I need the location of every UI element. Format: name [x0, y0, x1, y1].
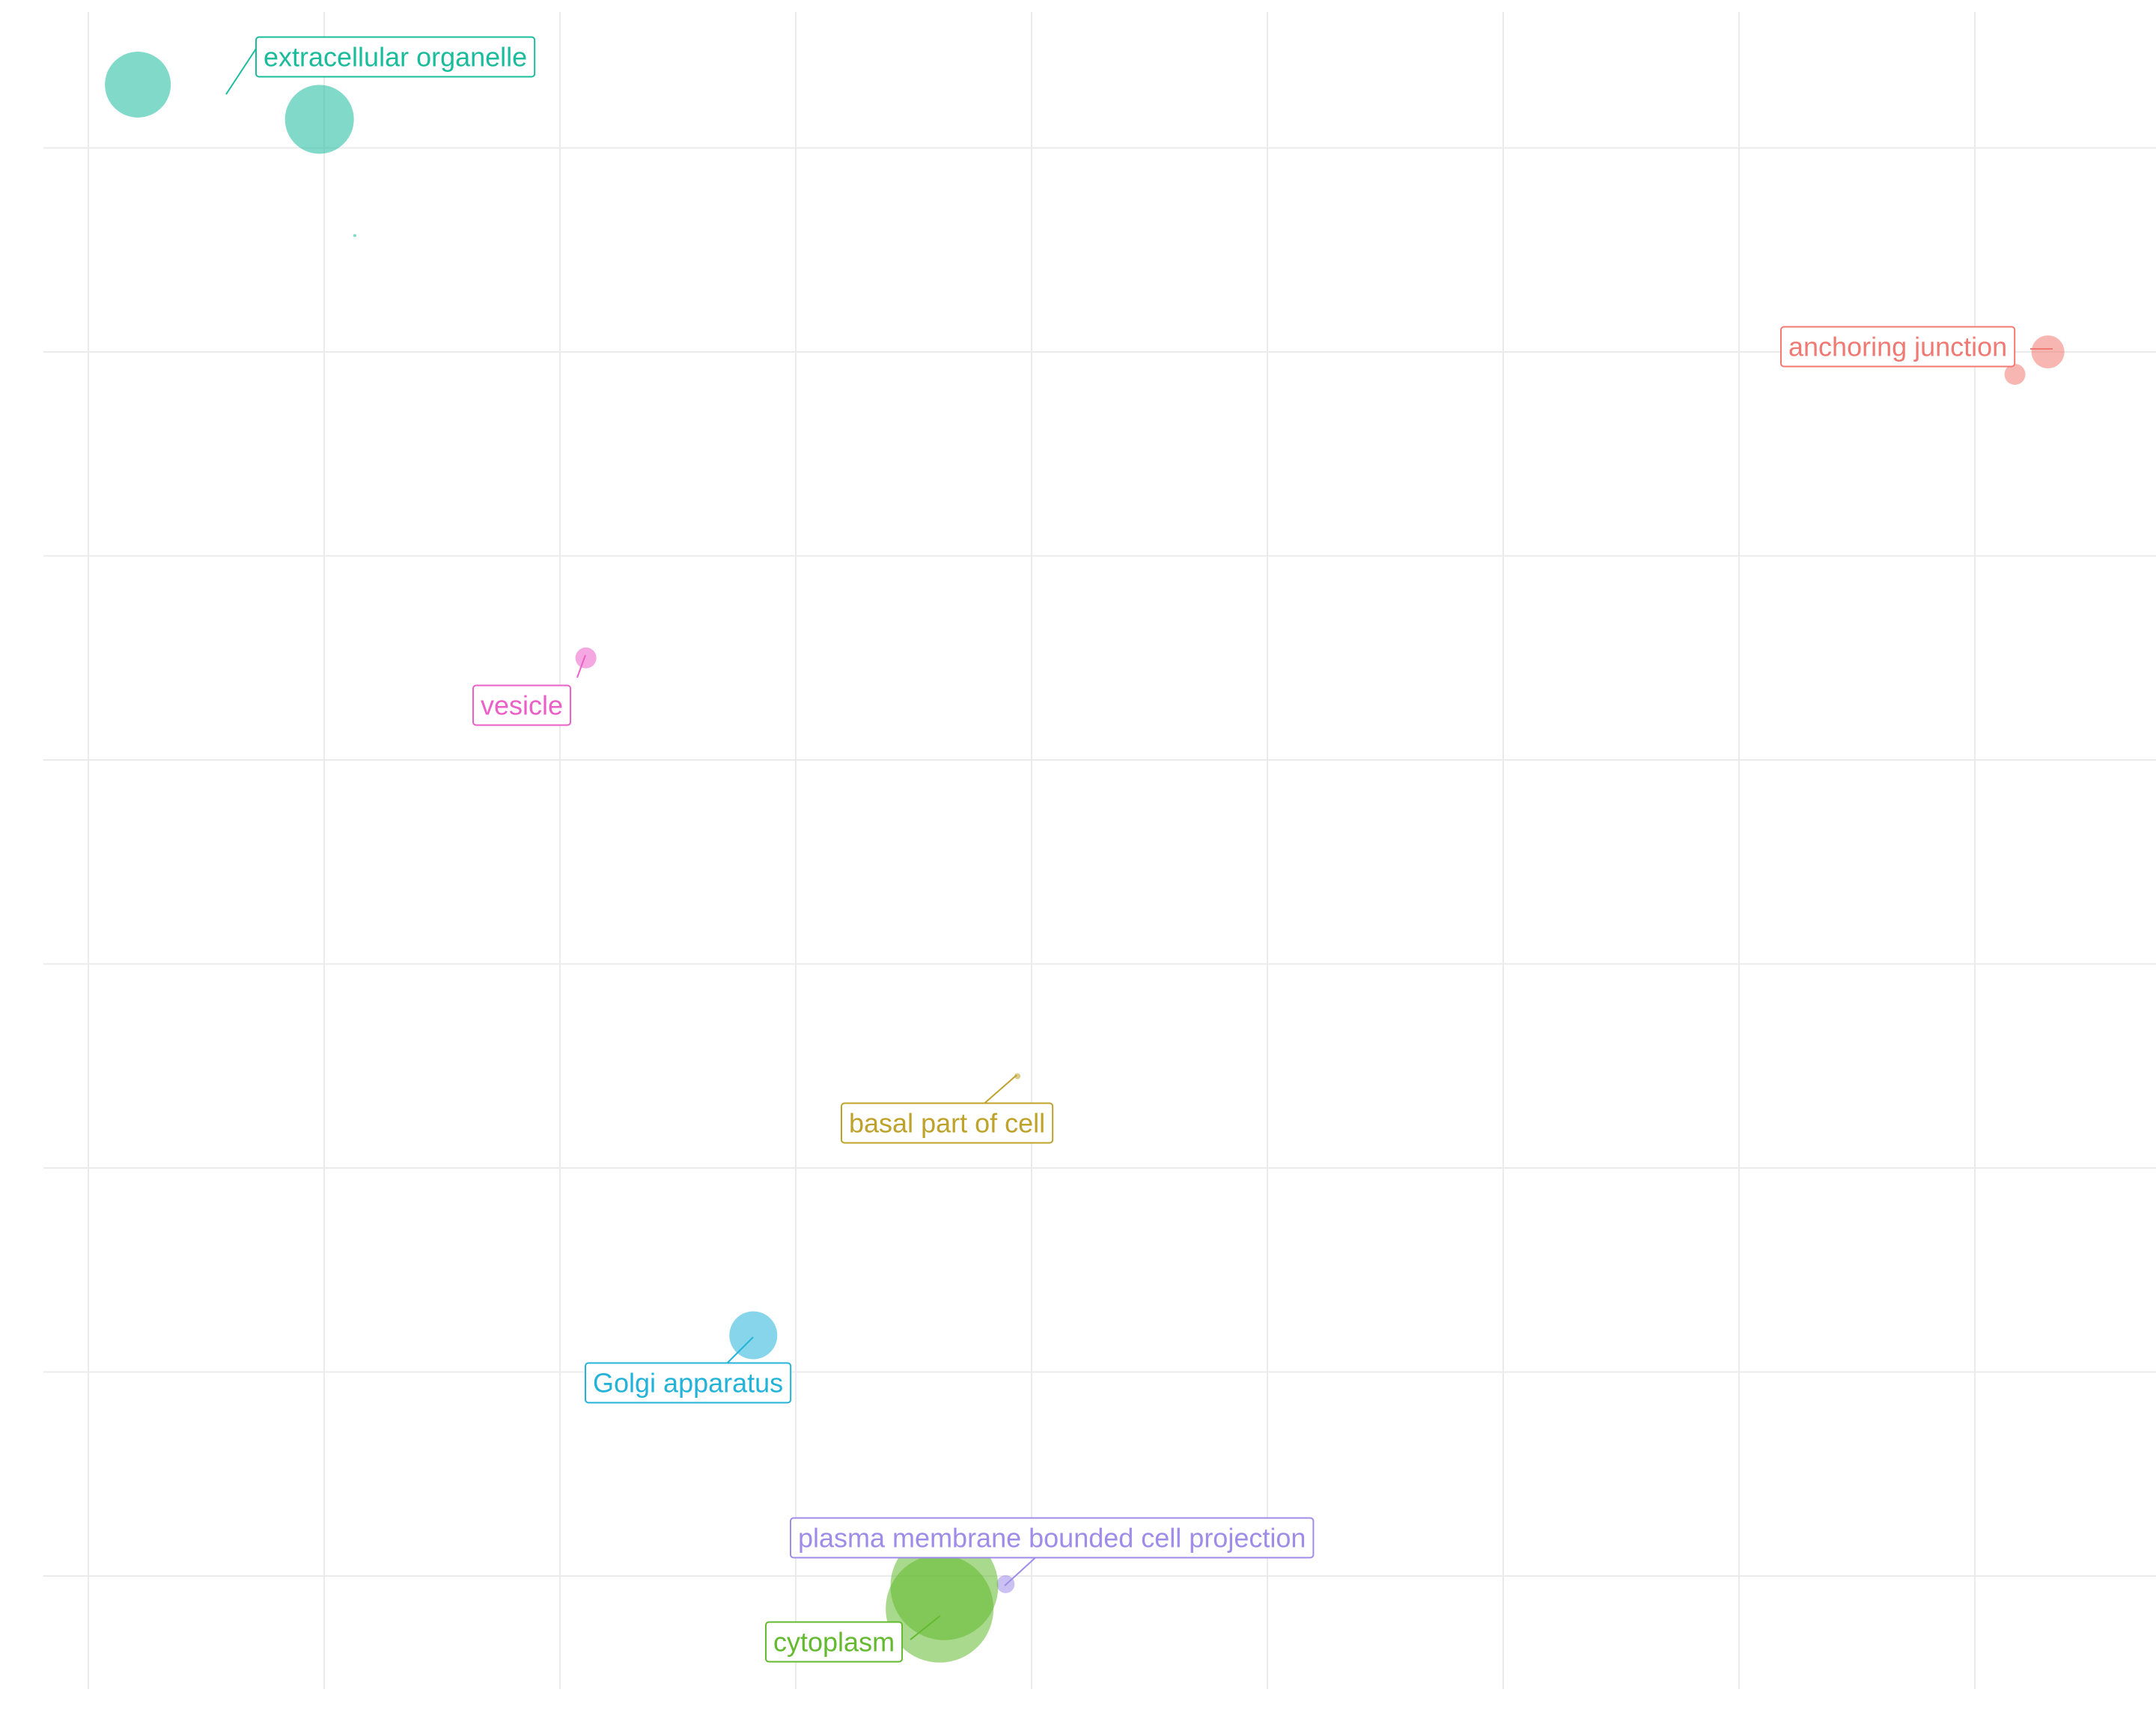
point-label-text: cytoplasm — [773, 1627, 895, 1658]
point-label: anchoring junction — [1780, 326, 2016, 368]
gridlines — [43, 12, 2156, 1689]
data-point — [105, 52, 171, 118]
point-label: Golgi apparatus — [585, 1362, 792, 1404]
point-label-box — [790, 1517, 1315, 1559]
label-leader-line — [576, 654, 586, 678]
label-leader-line — [225, 43, 260, 95]
data-point — [2004, 363, 2026, 385]
point-label: extracellular organelle — [255, 36, 536, 78]
label-leader-line — [1004, 1554, 1040, 1586]
data-point — [353, 234, 356, 237]
data-point — [2031, 335, 2065, 368]
point-label-text: vesicle — [481, 690, 563, 721]
point-label: plasma membrane bounded cell projection — [790, 1517, 1315, 1559]
data-point — [886, 1554, 994, 1663]
point-label-text: basal part of cell — [849, 1108, 1045, 1139]
point-label-box — [585, 1362, 792, 1404]
label-leader-line — [910, 1615, 941, 1640]
point-label-box — [255, 36, 536, 78]
data-point — [575, 647, 597, 669]
data-point — [284, 85, 354, 154]
data-point — [1014, 1073, 1021, 1080]
data-point — [729, 1311, 778, 1360]
point-label-box — [765, 1621, 904, 1663]
point-label: vesicle — [472, 684, 572, 726]
point-label: basal part of cell — [841, 1102, 1054, 1144]
label-leader-lines — [225, 43, 2053, 1640]
point-label-text: anchoring junction — [1788, 332, 2007, 362]
point-label-box — [841, 1102, 1054, 1144]
point-label-text: plasma membrane bounded cell projection — [798, 1523, 1306, 1554]
point-label-text: Golgi apparatus — [593, 1368, 783, 1399]
point-label-text: extracellular organelle — [264, 42, 527, 73]
data-points — [105, 52, 2065, 1663]
label-leader-line — [980, 1074, 1017, 1107]
point-label-box — [472, 684, 572, 726]
point-label-box — [1780, 326, 2016, 368]
point-labels: extracellular organelle anchoring junctio… — [255, 36, 2016, 1663]
point-label: cytoplasm — [765, 1621, 904, 1663]
label-leader-line — [722, 1336, 754, 1368]
